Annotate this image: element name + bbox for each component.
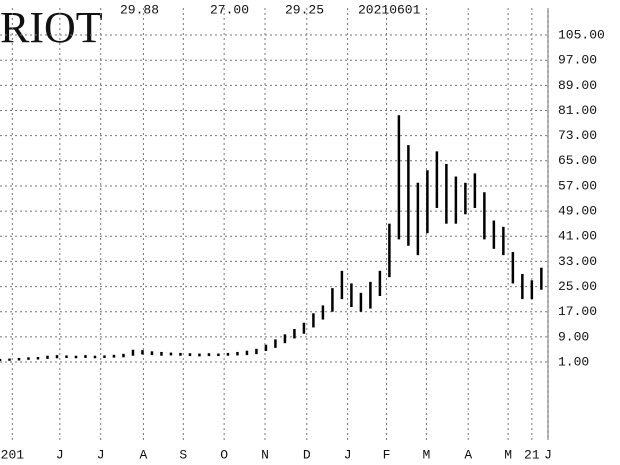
x-tick-label: N (261, 447, 269, 462)
x-tick-label: S (179, 447, 187, 462)
y-tick-label: 25.00 (558, 279, 597, 294)
header-value: 20210601 (358, 2, 421, 17)
x-tick-label: 201 (1, 447, 25, 462)
y-tick-label: 9.00 (558, 329, 589, 344)
x-tick-label: 21 (524, 447, 540, 462)
y-tick-label: 81.00 (558, 103, 597, 118)
y-tick-label: 97.00 (558, 53, 597, 68)
header-value: 29.88 (120, 2, 159, 17)
x-tick-label: M (423, 447, 431, 462)
y-tick-label: 73.00 (558, 128, 597, 143)
x-tick-label: A (140, 447, 148, 462)
x-tick-label: J (97, 447, 105, 462)
x-tick-label: A (464, 447, 472, 462)
y-tick-label: 89.00 (558, 78, 597, 93)
x-tick-label: M (504, 447, 512, 462)
y-tick-label: 33.00 (558, 254, 597, 269)
y-tick-label: 41.00 (558, 229, 597, 244)
x-tick-label: J (344, 447, 352, 462)
y-tick-label: 65.00 (558, 153, 597, 168)
x-tick-label: F (383, 447, 391, 462)
x-tick-label: J (544, 447, 552, 462)
x-tick-label: O (220, 447, 228, 462)
header-value: 29.25 (285, 2, 324, 17)
chart-title: RIOT (0, 3, 103, 52)
x-tick-label: D (303, 447, 311, 462)
y-tick-label: 105.00 (558, 27, 605, 42)
y-tick-label: 1.00 (558, 354, 589, 369)
y-tick-label: 17.00 (558, 304, 597, 319)
x-tick-label: J (56, 447, 64, 462)
header-value: 27.00 (210, 2, 249, 17)
y-tick-label: 49.00 (558, 204, 597, 219)
y-tick-label: 57.00 (558, 178, 597, 193)
